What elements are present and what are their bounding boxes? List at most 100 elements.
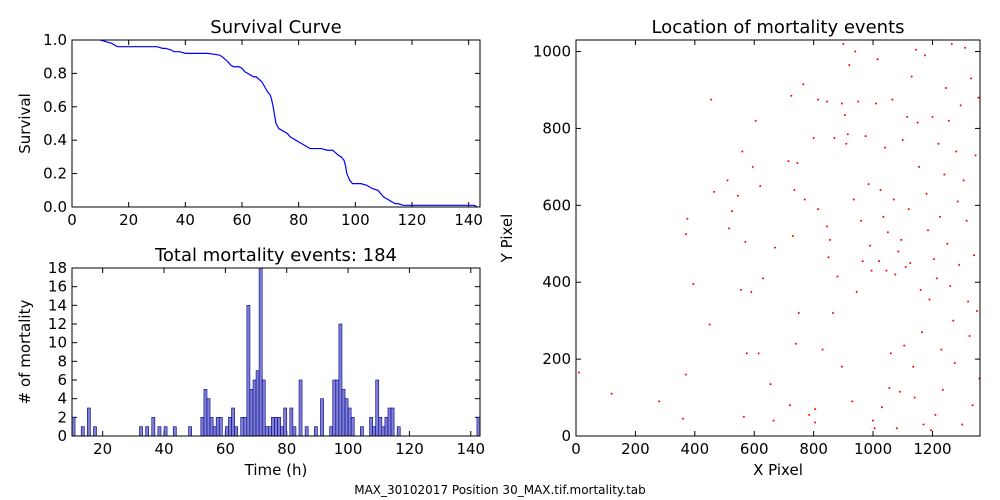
x-tick-label: 80	[277, 440, 296, 458]
mortality-point	[774, 246, 777, 249]
y-tick-label: 0.6	[43, 98, 67, 116]
mortality-point	[886, 231, 889, 234]
mortality-point	[921, 331, 924, 334]
y-tick-label: 1.0	[43, 31, 67, 49]
x-tick-label: 100	[334, 440, 363, 458]
histogram-bar	[341, 389, 346, 437]
histogram-bar	[268, 426, 272, 437]
chart-title: Location of mortality events	[651, 17, 904, 38]
mortality-point	[885, 269, 888, 272]
histogram-bar	[151, 417, 156, 437]
histogram-bar	[246, 305, 251, 437]
x-tick-label: 200	[621, 440, 650, 458]
mortality-point	[855, 290, 858, 293]
mortality-point	[828, 238, 831, 241]
mortality-point	[658, 400, 661, 403]
mortality-point	[901, 138, 904, 141]
mortality-point	[953, 361, 956, 364]
mortality-point	[848, 63, 851, 66]
histogram-bar	[212, 426, 217, 437]
mortality-point	[974, 154, 977, 157]
histogram-bar	[387, 407, 392, 437]
mortality-point	[759, 185, 762, 188]
mortality-point	[878, 260, 880, 263]
y-tick-label: 600	[542, 196, 571, 214]
histogram-bar	[234, 426, 238, 437]
mortality-point	[739, 288, 742, 291]
histogram-bar	[157, 426, 162, 437]
mortality-point	[744, 240, 747, 243]
mortality-point	[900, 238, 903, 241]
mortality-point	[940, 348, 943, 351]
plot-frame	[71, 267, 481, 437]
histogram-bar	[145, 426, 149, 437]
mortality-point	[846, 133, 849, 136]
mortality-point	[851, 400, 854, 403]
histogram-bar	[314, 426, 318, 437]
histogram-bar	[206, 398, 211, 437]
chart-title: Total mortality events: 184	[154, 245, 397, 266]
mortality-point	[938, 215, 941, 218]
mortality-point	[925, 192, 928, 195]
y-tick-label: 6	[57, 371, 67, 389]
mortality-point	[791, 235, 794, 238]
mortality-point	[836, 275, 839, 278]
mortality-point	[713, 190, 716, 193]
mortality-point	[790, 94, 793, 97]
x-tick-label: 100	[341, 211, 370, 229]
mortality-point	[684, 373, 687, 376]
mortality-point	[736, 194, 739, 197]
mortality-point	[958, 263, 961, 266]
survival-line	[100, 40, 478, 207]
plot-frame	[71, 39, 481, 208]
mortality-point	[730, 210, 733, 213]
mortality-point	[934, 413, 937, 416]
histogram-bar	[396, 426, 401, 437]
histogram-bar	[378, 417, 383, 437]
mortality-point	[860, 219, 863, 222]
histogram-bar	[225, 426, 229, 437]
mortality-point	[922, 423, 925, 426]
mortality-point	[895, 427, 898, 430]
mortality-point	[961, 423, 964, 426]
y-tick-label: 0	[561, 427, 571, 445]
mortality-point	[796, 162, 799, 165]
histogram-bar	[87, 407, 91, 437]
mortality-point	[826, 100, 829, 103]
mortality-point	[970, 77, 973, 80]
mortality-point	[803, 198, 806, 201]
y-tick-label: 12	[48, 315, 67, 333]
mortality-point	[976, 310, 979, 313]
y-tick-label: 0.8	[43, 64, 67, 82]
mortality-point	[928, 298, 931, 301]
histogram-bar	[274, 417, 278, 437]
mortality-point	[941, 388, 944, 391]
x-tick-label: 120	[395, 440, 424, 458]
histogram-bar	[384, 417, 389, 437]
mortality-point	[726, 179, 729, 182]
mortality-point	[708, 323, 711, 326]
y-tick-label: 14	[48, 296, 67, 314]
mortality-point	[952, 319, 955, 322]
mortality-point	[684, 233, 687, 236]
histogram-bar	[163, 426, 168, 437]
mortality-point	[889, 352, 892, 355]
histogram-bar	[231, 407, 235, 437]
mortality-point	[875, 102, 878, 105]
mortality-point	[757, 352, 760, 355]
mortality-point	[956, 200, 959, 203]
mortality-point	[808, 413, 811, 416]
x-tick-label: 60	[216, 440, 235, 458]
y-axis-label: # of mortality	[16, 300, 34, 405]
mortality-point	[788, 404, 791, 407]
mortality-point	[935, 277, 938, 280]
histogram-bar	[172, 426, 177, 437]
y-tick-label: 18	[48, 259, 67, 277]
y-tick-label: 0	[57, 427, 67, 445]
y-tick-label: 200	[542, 350, 571, 368]
mortality-point	[840, 365, 843, 368]
x-axis-label: X Pixel	[753, 461, 803, 479]
mortality-point	[750, 290, 753, 293]
mortality-point	[918, 165, 921, 168]
mortality-point	[973, 254, 976, 257]
